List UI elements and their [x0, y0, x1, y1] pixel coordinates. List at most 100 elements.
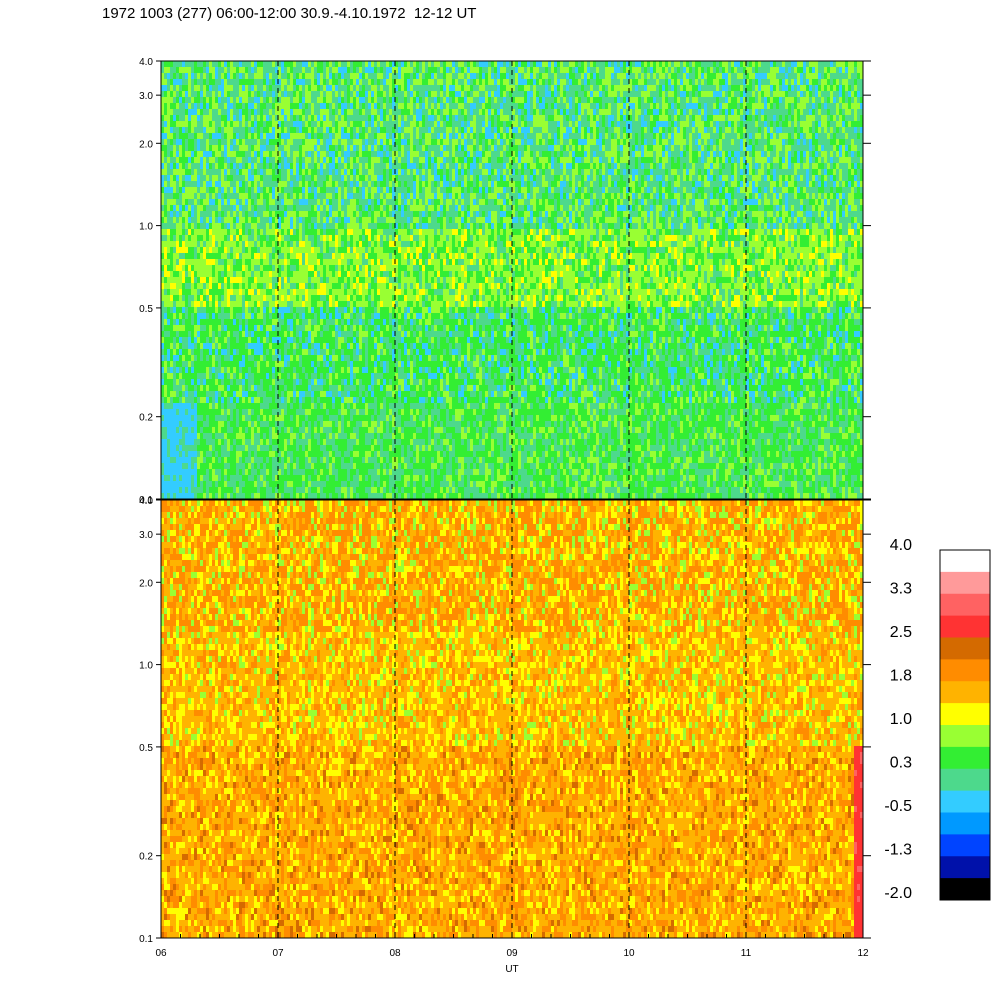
heatmap-cell: [191, 97, 194, 103]
heatmap-cell: [350, 265, 353, 271]
heatmap-cell: [236, 193, 239, 199]
heatmap-cell: [350, 415, 353, 421]
heatmap-cell: [248, 133, 251, 139]
heatmap-cell: [311, 457, 314, 463]
heatmap-cell: [200, 133, 203, 139]
heatmap-cell: [209, 469, 212, 475]
heatmap-cell: [293, 487, 296, 493]
heatmap-cell: [338, 289, 341, 295]
heatmap-cell: [311, 97, 314, 103]
heatmap-cell: [182, 487, 185, 493]
heatmap-cell: [305, 421, 308, 427]
heatmap-cell: [185, 337, 188, 343]
heatmap-cell: [176, 223, 179, 229]
heatmap-cell: [296, 139, 299, 145]
heatmap-cell: [269, 193, 272, 199]
heatmap-cell: [212, 109, 215, 115]
heatmap-cell: [350, 367, 353, 373]
heatmap-cell: [245, 379, 248, 385]
heatmap-cell: [311, 343, 314, 349]
heatmap-cell: [338, 223, 341, 229]
heatmap-cell: [314, 301, 317, 307]
heatmap-cell: [224, 181, 227, 187]
heatmap-cell: [200, 67, 203, 73]
heatmap-cell: [365, 145, 368, 151]
heatmap-cell: [338, 313, 341, 319]
heatmap-cell: [212, 319, 215, 325]
heatmap-cell: [299, 295, 302, 301]
heatmap-cell: [173, 169, 176, 175]
heatmap-cell: [359, 61, 362, 67]
heatmap-cell: [230, 337, 233, 343]
heatmap-cell: [221, 127, 224, 133]
heatmap-cell: [167, 421, 170, 427]
heatmap-cell: [362, 355, 365, 361]
heatmap-cell: [164, 289, 167, 295]
heatmap-cell: [365, 175, 368, 181]
heatmap-cell: [260, 325, 263, 331]
heatmap-cell: [320, 199, 323, 205]
heatmap-cell: [320, 385, 323, 391]
heatmap-cell: [308, 325, 311, 331]
heatmap-cell: [242, 157, 245, 163]
heatmap-cell: [332, 259, 335, 265]
heatmap-cell: [176, 169, 179, 175]
heatmap-cell: [206, 283, 209, 289]
heatmap-cell: [251, 349, 254, 355]
heatmap-cell: [347, 271, 350, 277]
heatmap-cell: [179, 451, 182, 457]
heatmap-cell: [299, 175, 302, 181]
heatmap-cell: [281, 277, 284, 283]
heatmap-cell: [230, 469, 233, 475]
heatmap-cell: [317, 373, 320, 379]
heatmap-cell: [311, 361, 314, 367]
heatmap-cell: [329, 397, 332, 403]
heatmap-cell: [263, 463, 266, 469]
heatmap-cell: [257, 439, 260, 445]
heatmap-cell: [242, 133, 245, 139]
heatmap-cell: [176, 397, 179, 403]
heatmap-cell: [197, 295, 200, 301]
heatmap-cell: [281, 301, 284, 307]
heatmap-cell: [287, 271, 290, 277]
heatmap-cell: [245, 475, 248, 481]
heatmap-cell: [194, 151, 197, 157]
heatmap-cell: [344, 307, 347, 313]
heatmap-cell: [245, 163, 248, 169]
heatmap-cell: [176, 481, 179, 487]
heatmap-cell: [317, 481, 320, 487]
heatmap-cell: [329, 283, 332, 289]
heatmap-cell: [326, 397, 329, 403]
heatmap-cell: [179, 265, 182, 271]
heatmap-cell: [233, 91, 236, 97]
heatmap-cell: [326, 433, 329, 439]
heatmap-cell: [191, 229, 194, 235]
heatmap-cell: [323, 451, 326, 457]
heatmap-cell: [332, 97, 335, 103]
heatmap-cell: [233, 475, 236, 481]
heatmap-cell: [203, 337, 206, 343]
heatmap-cell: [173, 241, 176, 247]
heatmap-cell: [185, 187, 188, 193]
heatmap-cell: [293, 139, 296, 145]
heatmap-cell: [185, 445, 188, 451]
heatmap-cell: [230, 247, 233, 253]
heatmap-cell: [251, 175, 254, 181]
heatmap-cell: [347, 259, 350, 265]
heatmap-cell: [200, 157, 203, 163]
heatmap-cell: [359, 103, 362, 109]
heatmap-cell: [365, 157, 368, 163]
heatmap-cell: [236, 277, 239, 283]
heatmap-cell: [188, 445, 191, 451]
heatmap-cell: [215, 349, 218, 355]
heatmap-cell: [335, 235, 338, 241]
heatmap-cell: [188, 85, 191, 91]
heatmap-cell: [347, 79, 350, 85]
heatmap-cell: [353, 181, 356, 187]
heatmap-cell: [194, 91, 197, 97]
heatmap-cell: [305, 157, 308, 163]
heatmap-cell: [248, 427, 251, 433]
heatmap-cell: [197, 373, 200, 379]
heatmap-cell: [239, 415, 242, 421]
heatmap-cell: [284, 439, 287, 445]
